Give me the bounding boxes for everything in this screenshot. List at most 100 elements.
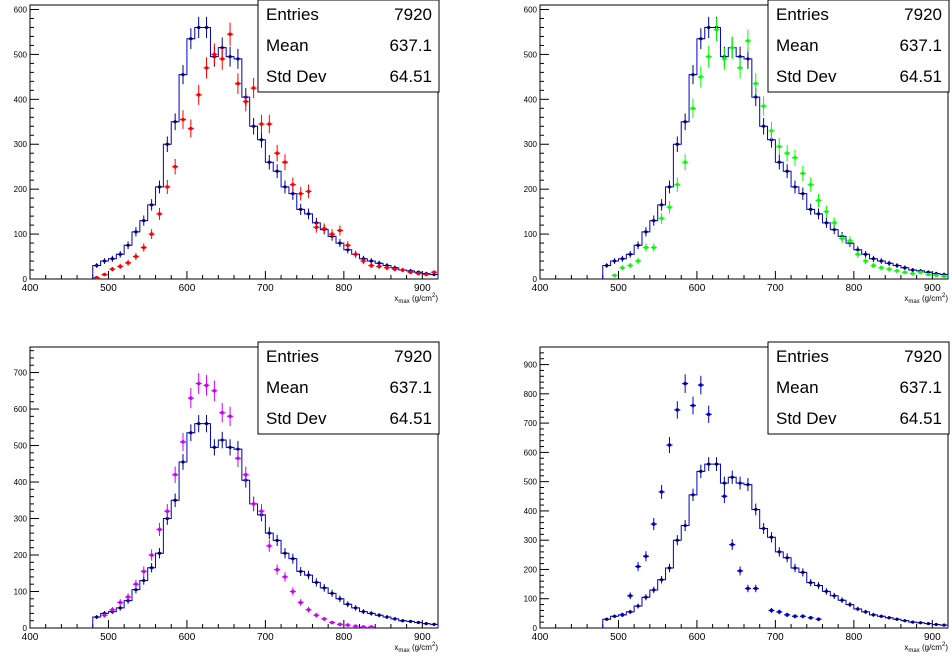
- overlay-data-point: [752, 73, 759, 94]
- reference-data-point: [258, 131, 264, 148]
- reference-marker: [330, 591, 334, 595]
- reference-marker: [660, 203, 664, 207]
- overlay-marker: [243, 472, 248, 477]
- overlay-marker: [753, 81, 758, 86]
- overlay-marker: [165, 509, 170, 514]
- overlay-marker: [291, 182, 295, 187]
- overlay-marker: [785, 613, 789, 617]
- overlay-marker: [691, 403, 695, 408]
- overlay-data-point: [172, 158, 179, 175]
- overlay-data-point: [219, 402, 226, 423]
- reference-data-point: [612, 258, 618, 264]
- overlay-marker: [824, 209, 829, 214]
- overlay-marker: [863, 259, 868, 263]
- overlay-marker: [345, 243, 350, 248]
- overlay-data-point: [799, 614, 806, 619]
- stats-value: 64.51: [389, 67, 432, 86]
- stats-label: Mean: [266, 378, 309, 397]
- panel-3: 400 500 600 700 800 900 0 100 200 300 400 500 600 700…: [14, 341, 440, 654]
- overlay-marker: [259, 509, 264, 514]
- reference-data-point: [761, 523, 767, 534]
- stats-value: 637.1: [389, 36, 432, 55]
- overlay-marker: [667, 443, 672, 447]
- x-tick-label: 700: [767, 283, 784, 294]
- overlay-data-point: [925, 272, 932, 277]
- reference-data-point: [251, 117, 257, 135]
- overlay-data-point: [195, 84, 202, 105]
- x-axis-label-main: x: [904, 643, 908, 652]
- overlay-data-point: [289, 587, 296, 596]
- reference-data-point: [808, 203, 814, 215]
- reference-marker: [636, 243, 640, 247]
- overlay-data-point: [666, 437, 673, 454]
- overlay-data-point: [164, 179, 171, 194]
- overlay-data-point: [125, 259, 132, 266]
- overlay-marker: [377, 264, 381, 269]
- reference-marker: [236, 447, 240, 451]
- reference-data-point: [102, 258, 108, 264]
- overlay-marker: [808, 615, 813, 620]
- reference-marker: [299, 207, 303, 211]
- reference-marker: [918, 621, 923, 625]
- overlay-data-point: [148, 549, 155, 561]
- overlay-marker: [110, 267, 115, 271]
- x-axis-label-main: x: [904, 294, 908, 303]
- overlay-data-point: [352, 250, 359, 258]
- reference-data-point: [816, 582, 822, 590]
- reference-data-point: [910, 620, 916, 624]
- overlay-data-point: [219, 47, 226, 70]
- reference-marker: [801, 192, 805, 196]
- x-tick-label: 800: [846, 283, 863, 294]
- reference-data-point: [612, 614, 618, 619]
- overlay-marker: [934, 273, 939, 278]
- overlay-marker: [746, 586, 750, 591]
- reference-marker: [165, 516, 169, 521]
- overlay-data-point: [878, 265, 885, 271]
- reference-data-point: [894, 617, 900, 621]
- reference-data-point: [274, 164, 280, 179]
- reference-data-point: [337, 239, 343, 248]
- overlay-marker: [855, 252, 860, 257]
- overlay-marker: [369, 625, 374, 629]
- reference-marker: [809, 207, 813, 211]
- overlay-data-point: [125, 593, 132, 601]
- reference-marker: [926, 622, 930, 626]
- reference-data-point: [682, 113, 688, 131]
- reference-marker: [236, 57, 240, 61]
- overlay-marker: [628, 594, 633, 598]
- overlay-data-point: [886, 266, 893, 272]
- x-tick-label: 500: [100, 632, 117, 643]
- reference-data-point: [666, 563, 672, 573]
- y-tick-label: 100: [524, 230, 538, 239]
- x-axis-label-close: ): [945, 294, 948, 303]
- reference-data-point: [337, 595, 343, 603]
- overlay-marker: [746, 39, 750, 43]
- overlay-marker: [895, 269, 899, 273]
- reference-data-point: [800, 187, 806, 200]
- reference-marker: [707, 462, 711, 466]
- reference-marker: [197, 25, 201, 30]
- reference-data-point: [204, 415, 210, 433]
- reference-data-point: [776, 154, 782, 170]
- x-tick-label: 800: [846, 632, 863, 643]
- reference-data-point: [172, 113, 178, 131]
- overlay-marker: [816, 198, 821, 203]
- x-axis-label-close: ): [435, 643, 438, 652]
- stats-box: Entries 7920 Mean 637.1 Std Dev 64.51: [767, 341, 950, 435]
- reference-data-point: [282, 547, 288, 559]
- overlay-data-point: [234, 449, 241, 467]
- reference-data-point: [94, 615, 100, 620]
- y-tick-label: 100: [14, 588, 28, 597]
- x-tick-label: 400: [22, 283, 39, 294]
- reference-data-point: [384, 615, 390, 620]
- reference-marker: [134, 230, 138, 234]
- x-tick-label: 900: [414, 283, 431, 294]
- y-tick-label: 300: [524, 140, 538, 149]
- overlay-marker: [369, 263, 374, 268]
- reference-marker: [793, 185, 797, 189]
- overlay-marker: [730, 542, 735, 547]
- reference-data-point: [706, 457, 712, 472]
- reference-data-point: [392, 617, 398, 621]
- reference-marker: [667, 566, 672, 570]
- reference-data-point: [666, 180, 672, 194]
